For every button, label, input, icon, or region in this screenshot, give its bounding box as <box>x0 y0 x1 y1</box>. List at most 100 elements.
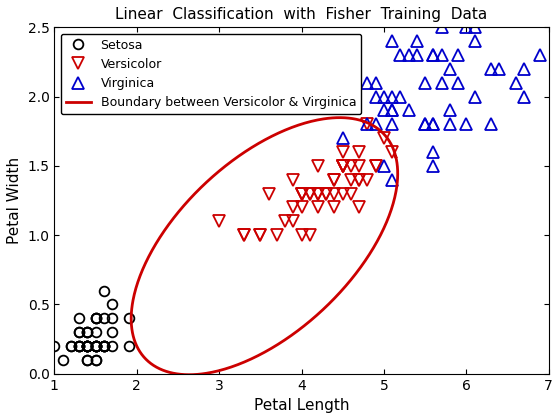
Versicolor <box>265 191 272 196</box>
Versicolor <box>381 136 388 141</box>
Setosa <box>92 357 99 362</box>
Setosa <box>76 344 82 349</box>
Boundary between Versicolor & Virginica <box>128 323 135 328</box>
Versicolor <box>339 163 346 168</box>
Setosa <box>84 344 91 349</box>
Versicolor <box>356 150 362 155</box>
Versicolor <box>339 163 346 168</box>
Versicolor <box>356 205 362 210</box>
Boundary between Versicolor & Virginica <box>166 370 173 375</box>
Versicolor <box>298 191 305 196</box>
Versicolor <box>339 163 346 168</box>
Virginica <box>438 52 445 58</box>
Virginica <box>446 66 453 71</box>
Versicolor <box>364 177 371 182</box>
Setosa <box>100 316 107 321</box>
Versicolor <box>298 233 305 238</box>
Boundary between Versicolor & Virginica <box>339 286 346 291</box>
Setosa <box>84 344 91 349</box>
Virginica <box>463 122 470 127</box>
Virginica <box>389 108 395 113</box>
Versicolor <box>364 122 371 127</box>
Setosa <box>100 344 107 349</box>
Virginica <box>372 122 379 127</box>
Versicolor <box>356 163 362 168</box>
Versicolor <box>315 163 321 168</box>
Setosa <box>84 330 91 335</box>
Setosa <box>109 302 115 307</box>
Setosa <box>76 330 82 335</box>
Versicolor <box>389 150 395 155</box>
Virginica <box>389 39 395 44</box>
Versicolor <box>331 177 338 182</box>
Setosa <box>51 344 58 349</box>
Boundary between Versicolor & Virginica <box>185 372 192 377</box>
Versicolor <box>315 205 321 210</box>
Setosa <box>109 344 115 349</box>
Setosa <box>100 344 107 349</box>
Setosa <box>84 357 91 362</box>
Virginica <box>471 94 478 99</box>
Versicolor <box>306 191 313 196</box>
Boundary between Versicolor & Virginica <box>394 167 401 172</box>
Versicolor <box>282 219 288 224</box>
Virginica <box>422 122 428 127</box>
Setosa <box>92 344 99 349</box>
Setosa <box>84 330 91 335</box>
Virginica <box>381 108 388 113</box>
Y-axis label: Petal Width: Petal Width <box>7 157 22 244</box>
Setosa <box>100 344 107 349</box>
Virginica <box>405 108 412 113</box>
Virginica <box>488 122 494 127</box>
Setosa <box>125 344 132 349</box>
Setosa <box>92 344 99 349</box>
Virginica <box>438 25 445 30</box>
Boundary between Versicolor & Virginica <box>393 155 399 160</box>
Versicolor <box>356 177 362 182</box>
Virginica <box>537 52 544 58</box>
Boundary between Versicolor & Virginica <box>336 115 343 120</box>
Virginica <box>446 108 453 113</box>
Versicolor <box>339 163 346 168</box>
Versicolor <box>257 233 264 238</box>
Virginica <box>389 177 395 182</box>
Virginica <box>381 163 388 168</box>
Versicolor <box>339 163 346 168</box>
Virginica <box>397 52 404 58</box>
Setosa <box>92 344 99 349</box>
X-axis label: Petal Length: Petal Length <box>254 398 349 413</box>
Setosa <box>84 344 91 349</box>
Boundary between Versicolor & Virginica <box>393 155 399 160</box>
Virginica <box>397 94 404 99</box>
Setosa <box>92 316 99 321</box>
Versicolor <box>356 177 362 182</box>
Virginica <box>471 39 478 44</box>
Setosa <box>100 288 107 293</box>
Versicolor <box>339 191 346 196</box>
Virginica <box>455 80 461 85</box>
Virginica <box>438 80 445 85</box>
Virginica <box>381 94 388 99</box>
Setosa <box>76 344 82 349</box>
Virginica <box>405 52 412 58</box>
Virginica <box>488 66 494 71</box>
Setosa <box>92 330 99 335</box>
Setosa <box>100 344 107 349</box>
Versicolor <box>306 191 313 196</box>
Versicolor <box>315 191 321 196</box>
Setosa <box>92 344 99 349</box>
Versicolor <box>348 191 354 196</box>
Versicolor <box>290 219 297 224</box>
Virginica <box>430 122 437 127</box>
Setosa <box>125 316 132 321</box>
Virginica <box>430 150 437 155</box>
Setosa <box>84 330 91 335</box>
Versicolor <box>331 191 338 196</box>
Setosa <box>84 344 91 349</box>
Versicolor <box>331 177 338 182</box>
Virginica <box>364 80 371 85</box>
Virginica <box>521 94 528 99</box>
Versicolor <box>331 205 338 210</box>
Virginica <box>389 122 395 127</box>
Setosa <box>92 344 99 349</box>
